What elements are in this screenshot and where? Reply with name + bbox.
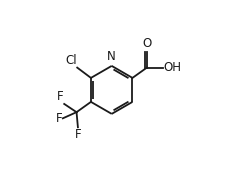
Text: Cl: Cl — [65, 54, 77, 67]
Text: F: F — [75, 128, 81, 141]
Text: N: N — [107, 50, 116, 63]
Text: O: O — [142, 38, 151, 51]
Text: F: F — [57, 90, 63, 103]
Text: OH: OH — [163, 61, 181, 74]
Text: F: F — [55, 112, 62, 125]
